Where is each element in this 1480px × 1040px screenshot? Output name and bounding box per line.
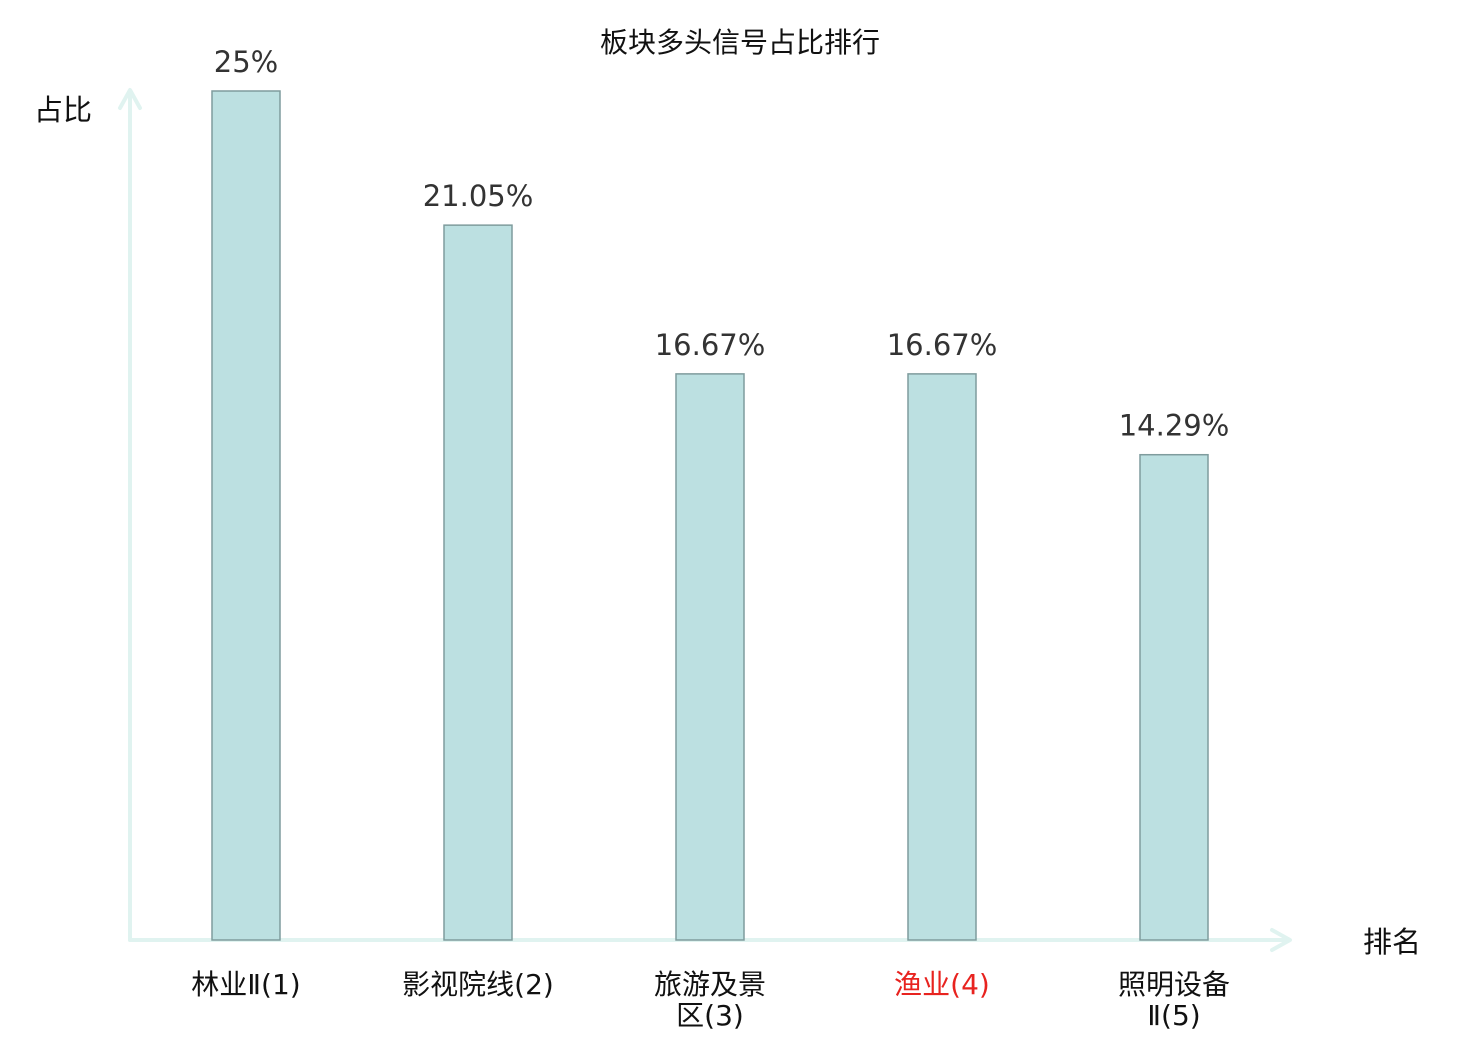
category-label-4: 渔业(4): [894, 968, 990, 1001]
bar-4: [907, 373, 977, 941]
bar-3: [675, 373, 745, 941]
value-labels-group: 25% 21.05% 16.67% 16.67% 14.29%: [214, 45, 1230, 443]
x-axis-label: 排名: [1363, 925, 1421, 959]
bar-value-label-1: 25%: [214, 45, 278, 79]
category-label-5: 照明设备 Ⅱ(5): [1118, 968, 1230, 1032]
category-label-3: 旅游及景区(3): [654, 968, 766, 1032]
bar-value-label-2: 21.05%: [423, 179, 534, 213]
bar-value-label-3: 16.67%: [655, 328, 766, 362]
bars-group: [211, 90, 1209, 941]
bar-5: [1139, 453, 1209, 941]
y-axis-arrow: [118, 88, 142, 110]
x-axis-arrow: [1270, 928, 1292, 952]
bar-2: [443, 224, 513, 941]
category-label-2: 影视院线(2): [402, 968, 554, 1001]
bar-value-label-5: 14.29%: [1119, 409, 1230, 443]
chart-title: 板块多头信号占比排行: [600, 26, 880, 59]
bar-1: [211, 90, 281, 941]
bar-value-label-4: 16.67%: [887, 328, 998, 362]
y-axis-label: 占比: [34, 93, 92, 127]
category-labels-group: 林业Ⅱ(1) 影视院线(2) 旅游及景区(3) 渔业(4) 照明设备 Ⅱ(5): [191, 968, 1230, 1032]
category-label-1: 林业Ⅱ(1): [191, 968, 300, 1001]
